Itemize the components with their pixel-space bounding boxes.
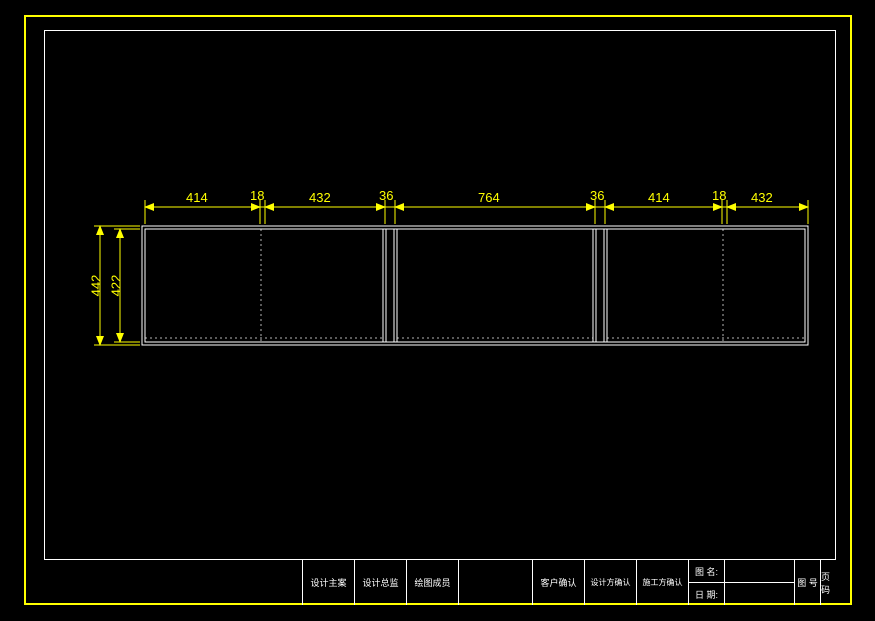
cell-design-dir: 设计总监 xyxy=(355,560,407,605)
dim-ext-h xyxy=(145,200,808,224)
dim-h-5: 36 xyxy=(590,188,604,203)
cell-drawing-name-value xyxy=(725,560,795,582)
dim-h-1: 18 xyxy=(250,188,264,203)
drawing-canvas xyxy=(0,0,875,621)
cell-constr-confirm: 施工方确认 xyxy=(637,560,689,605)
cell-design-lead: 设计主案 xyxy=(303,560,355,605)
dim-h-3: 36 xyxy=(379,188,393,203)
cell-client-confirm: 客户确认 xyxy=(533,560,585,605)
dim-h-4: 764 xyxy=(478,190,500,205)
cell-drafter: 绘图成员 xyxy=(407,560,459,605)
dim-h-6: 414 xyxy=(648,190,670,205)
cell-drawing-name-label: 图 名: xyxy=(689,560,725,582)
cell-sheet-no: 图 号 xyxy=(795,560,821,605)
dim-h-2: 432 xyxy=(309,190,331,205)
cell-date-value xyxy=(725,582,795,605)
dim-h-7: 18 xyxy=(712,188,726,203)
dim-h-0: 414 xyxy=(186,190,208,205)
cell-date-label: 日 期: xyxy=(689,582,725,605)
dim-v-1: 422 xyxy=(108,275,123,297)
cabinet-outline xyxy=(142,226,808,345)
cell-blank1 xyxy=(459,560,533,605)
dotted-lines xyxy=(145,229,805,342)
dim-h-8: 432 xyxy=(751,190,773,205)
cell-page-no: 页 码 xyxy=(821,560,836,605)
title-block: 设计主案 设计总监 绘图成员 客户确认 设计方确认 施工方确认 图 名: 图 号… xyxy=(44,560,836,605)
dim-v-0: 442 xyxy=(88,275,103,297)
cell-design-confirm: 设计方确认 xyxy=(585,560,637,605)
